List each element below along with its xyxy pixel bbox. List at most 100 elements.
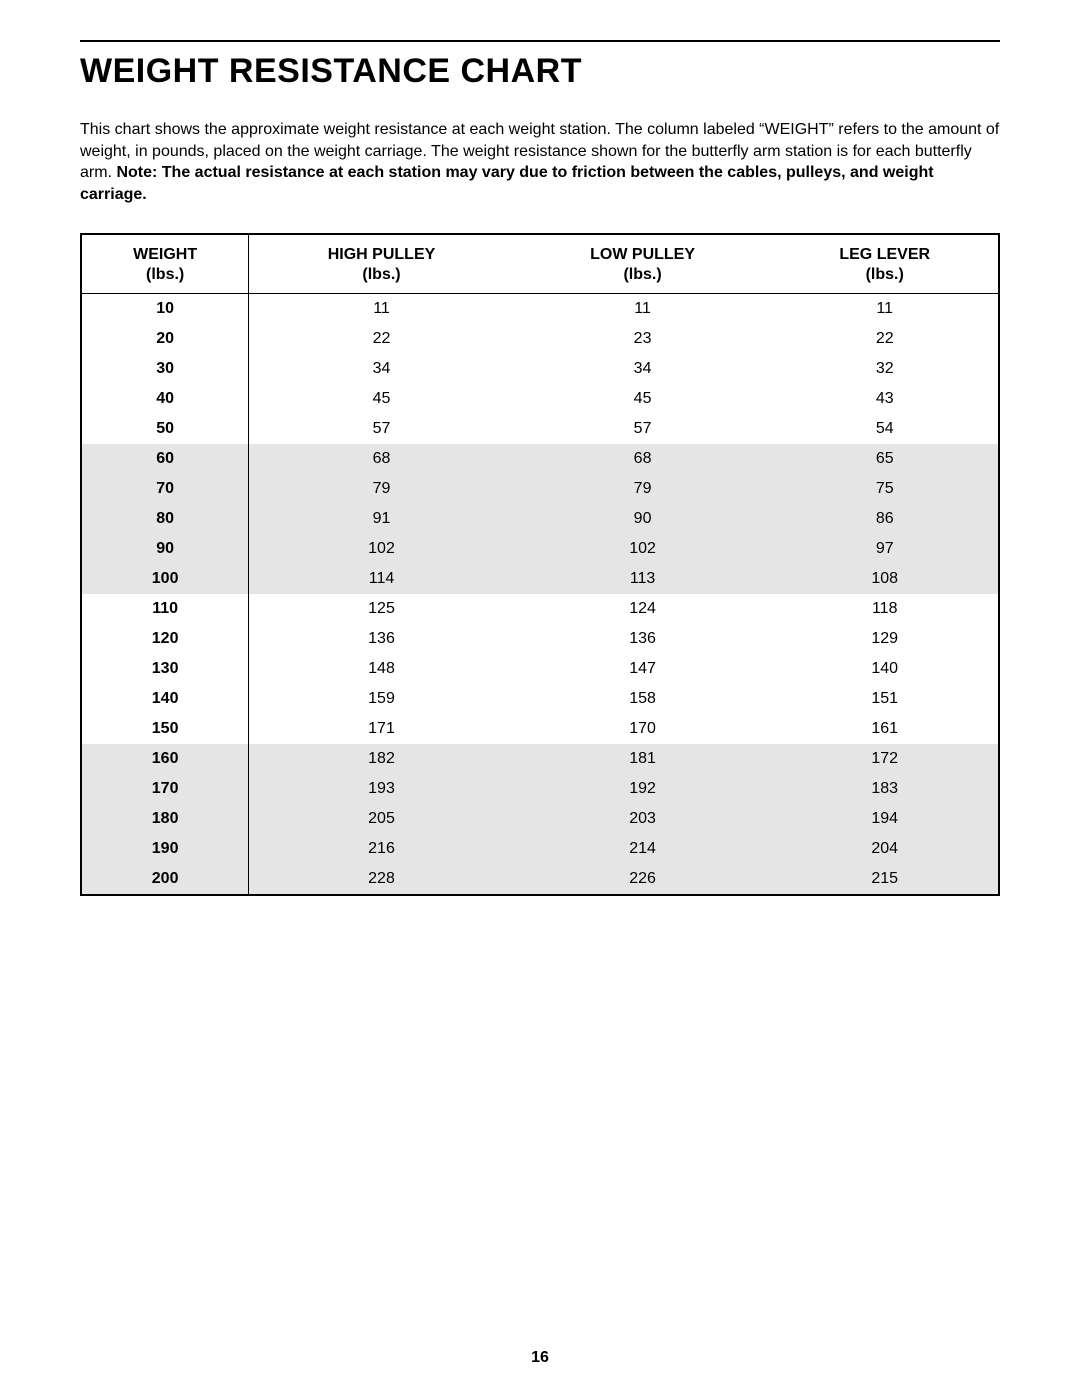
table-cell: 130 <box>81 654 249 684</box>
table-cell: 182 <box>249 744 514 774</box>
table-cell: 10 <box>81 294 249 325</box>
table-cell: 181 <box>514 744 772 774</box>
table-cell: 151 <box>771 684 999 714</box>
table-cell: 192 <box>514 774 772 804</box>
page-title: WEIGHT RESISTANCE CHART <box>80 52 1000 91</box>
table-cell: 90 <box>514 504 772 534</box>
table-row: 150171170161 <box>81 714 999 744</box>
table-row: 10111111 <box>81 294 999 325</box>
resistance-table: WEIGHT(lbs.)HIGH PULLEY(lbs.)LOW PULLEY(… <box>80 233 1000 896</box>
table-cell: 22 <box>249 324 514 354</box>
table-cell: 57 <box>514 414 772 444</box>
table-row: 140159158151 <box>81 684 999 714</box>
table-cell: 80 <box>81 504 249 534</box>
column-label: WEIGHT <box>133 246 197 263</box>
table-cell: 11 <box>249 294 514 325</box>
table-cell: 30 <box>81 354 249 384</box>
table-cell: 40 <box>81 384 249 414</box>
table-cell: 124 <box>514 594 772 624</box>
table-cell: 203 <box>514 804 772 834</box>
table-row: 60686865 <box>81 444 999 474</box>
table-cell: 180 <box>81 804 249 834</box>
table-cell: 190 <box>81 834 249 864</box>
table-cell: 54 <box>771 414 999 444</box>
intro-paragraph: This chart shows the approximate weight … <box>80 119 1000 205</box>
table-cell: 45 <box>249 384 514 414</box>
table-row: 200228226215 <box>81 864 999 895</box>
table-row: 70797975 <box>81 474 999 504</box>
table-cell: 171 <box>249 714 514 744</box>
table-cell: 68 <box>514 444 772 474</box>
table-cell: 113 <box>514 564 772 594</box>
table-cell: 70 <box>81 474 249 504</box>
column-sublabel: (lbs.) <box>518 265 768 285</box>
table-cell: 108 <box>771 564 999 594</box>
table-cell: 148 <box>249 654 514 684</box>
table-row: 170193192183 <box>81 774 999 804</box>
table-cell: 20 <box>81 324 249 354</box>
table-row: 20222322 <box>81 324 999 354</box>
table-row: 9010210297 <box>81 534 999 564</box>
table-cell: 170 <box>81 774 249 804</box>
table-column-header: HIGH PULLEY(lbs.) <box>249 234 514 294</box>
table-cell: 147 <box>514 654 772 684</box>
table-cell: 11 <box>514 294 772 325</box>
table-cell: 228 <box>249 864 514 895</box>
table-cell: 100 <box>81 564 249 594</box>
table-cell: 65 <box>771 444 999 474</box>
table-cell: 215 <box>771 864 999 895</box>
table-body: 1011111120222322303434324045454350575754… <box>81 294 999 896</box>
table-cell: 140 <box>771 654 999 684</box>
table-cell: 194 <box>771 804 999 834</box>
page-number: 16 <box>0 1349 1080 1367</box>
table-cell: 136 <box>514 624 772 654</box>
table-cell: 160 <box>81 744 249 774</box>
table-cell: 60 <box>81 444 249 474</box>
table-row: 120136136129 <box>81 624 999 654</box>
page-container: WEIGHT RESISTANCE CHART This chart shows… <box>0 0 1080 1397</box>
table-row: 180205203194 <box>81 804 999 834</box>
column-sublabel: (lbs.) <box>775 265 994 285</box>
table-cell: 68 <box>249 444 514 474</box>
table-cell: 129 <box>771 624 999 654</box>
table-row: 130148147140 <box>81 654 999 684</box>
table-cell: 193 <box>249 774 514 804</box>
table-cell: 110 <box>81 594 249 624</box>
table-cell: 11 <box>771 294 999 325</box>
table-cell: 226 <box>514 864 772 895</box>
table-cell: 216 <box>249 834 514 864</box>
table-cell: 45 <box>514 384 772 414</box>
table-cell: 114 <box>249 564 514 594</box>
table-cell: 214 <box>514 834 772 864</box>
table-cell: 136 <box>249 624 514 654</box>
table-cell: 183 <box>771 774 999 804</box>
table-row: 30343432 <box>81 354 999 384</box>
table-cell: 200 <box>81 864 249 895</box>
table-cell: 120 <box>81 624 249 654</box>
table-cell: 172 <box>771 744 999 774</box>
table-cell: 140 <box>81 684 249 714</box>
column-label: LEG LEVER <box>839 246 930 263</box>
table-cell: 22 <box>771 324 999 354</box>
table-cell: 32 <box>771 354 999 384</box>
table-cell: 125 <box>249 594 514 624</box>
table-cell: 205 <box>249 804 514 834</box>
table-column-header: LOW PULLEY (lbs.) <box>514 234 772 294</box>
table-cell: 204 <box>771 834 999 864</box>
table-cell: 57 <box>249 414 514 444</box>
table-row: 160182181172 <box>81 744 999 774</box>
table-row: 190216214204 <box>81 834 999 864</box>
table-header: WEIGHT(lbs.)HIGH PULLEY(lbs.)LOW PULLEY(… <box>81 234 999 294</box>
table-cell: 34 <box>514 354 772 384</box>
table-cell: 79 <box>514 474 772 504</box>
table-cell: 90 <box>81 534 249 564</box>
table-cell: 50 <box>81 414 249 444</box>
table-cell: 91 <box>249 504 514 534</box>
table-cell: 97 <box>771 534 999 564</box>
table-row: 110125124118 <box>81 594 999 624</box>
column-label: HIGH PULLEY <box>328 246 436 263</box>
column-label: LOW PULLEY <box>590 246 695 263</box>
table-cell: 86 <box>771 504 999 534</box>
table-row: 50575754 <box>81 414 999 444</box>
table-header-row: WEIGHT(lbs.)HIGH PULLEY(lbs.)LOW PULLEY(… <box>81 234 999 294</box>
